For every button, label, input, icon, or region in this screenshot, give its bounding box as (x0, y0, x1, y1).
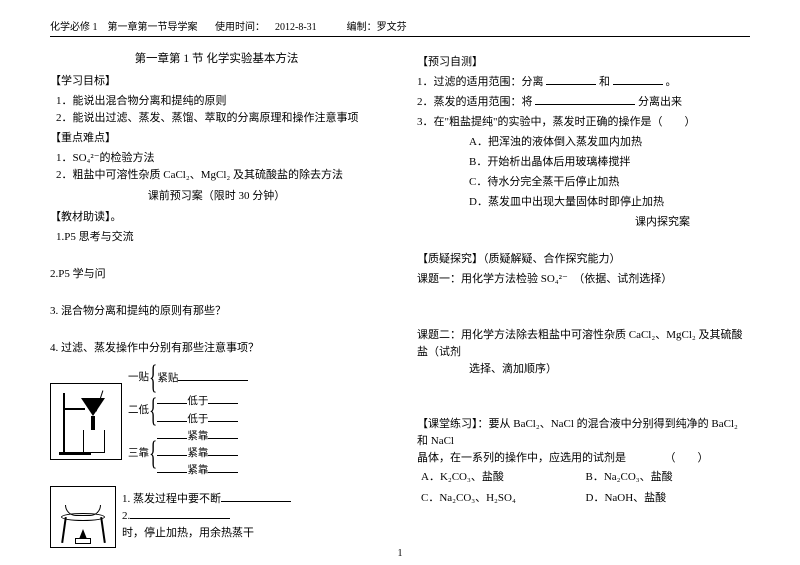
two-low-label: 二低 (128, 403, 149, 419)
topic-2a: 课题二：用化学方法除去粗盐中可溶性杂质 CaCl₂、MgCl₂ 及其硫酸盐（试剂 (417, 329, 742, 358)
ex-choice-b: B．Na₂CO₃、盐酸 (586, 469, 751, 486)
page-header: 化学必修 1 第一章第一节导学案 使用时间： 2012-8-31 编制：罗文芬 (50, 18, 750, 37)
q3-choice-b: B．开始析出晶体后用玻璃棒搅拌 (417, 154, 750, 171)
blank (221, 491, 291, 502)
close-to-2: 紧靠 (187, 448, 208, 459)
blank (208, 445, 238, 456)
blank (157, 411, 187, 422)
difficult-1: 1．SO₄²⁻的检验方法 (50, 150, 383, 167)
q1-b: 和 (599, 76, 610, 88)
columns: 第一章第 1 节 化学实验基本方法 【学习目标】 1．能说出混合物分离和提纯的原… (50, 51, 750, 548)
inclass-title: 课内探究案 (417, 214, 750, 231)
reading-1: 1.P5 思考与交流 (50, 229, 383, 246)
low-than-1: 低于 (187, 396, 208, 407)
topic-2: 课题二：用化学方法除去粗盐中可溶性杂质 CaCl₂、MgCl₂ 及其硫酸盐（试剂 (417, 327, 750, 361)
page: 化学必修 1 第一章第一节导学案 使用时间： 2012-8-31 编制：罗文芬 … (0, 0, 800, 565)
selftest-q2: 2．蒸发的适用范围：将 分离出来 (417, 94, 750, 111)
header-date: 2012-8-31 (275, 22, 317, 33)
left-column: 第一章第 1 节 化学实验基本方法 【学习目标】 1．能说出混合物分离和提纯的原… (50, 51, 383, 548)
blank (157, 393, 187, 404)
exercise-header: 【课堂练习】：要从 BaCl₂、NaCl 的混合液中分别得到纯净的 BaCl₂ … (417, 416, 750, 450)
evaporation-notes: 1. 蒸发过程中要不断 2. 时，停止加热，用余热蒸干 (122, 491, 291, 542)
topic-1: 课题一：用化学方法检验 SO₄²⁻ （依据、试剂选择） (417, 271, 750, 288)
right-column: 【预习自测】 1．过滤的适用范围：分离 和 。 2．蒸发的适用范围：将 分离出来… (417, 51, 750, 548)
ex-choice-a: A．K₂CO₃、盐酸 (421, 469, 586, 486)
difficult-2: 2．粗盐中可溶性杂质 CaCl₂、MgCl₂ 及其硫酸盐的除去方法 (50, 167, 383, 184)
reading-2: 2.P5 学与问 (50, 266, 383, 283)
exercise-choices: A．K₂CO₃、盐酸 B．Na₂CO₃、盐酸 C．Na₂CO₃、H₂SO₄ D．… (417, 467, 750, 509)
objective-2: 2．能说出过滤、蒸发、蒸馏、萃取的分离原理和操作注意事项 (50, 110, 383, 127)
difficult-header: 【重点难点】 (50, 130, 383, 147)
blank (613, 74, 663, 85)
blank (157, 428, 187, 439)
evaporation-apparatus-icon (50, 486, 116, 548)
evaporation-diagram-row: 1. 蒸发过程中要不断 2. 时，停止加热，用余热蒸干 (50, 486, 383, 548)
blank (208, 411, 238, 422)
question-3: 3. 混合物分离和提纯的原则有那些？ (50, 303, 383, 320)
blank (157, 445, 187, 456)
close-to-3: 紧靠 (187, 465, 208, 476)
q2-a: 2．蒸发的适用范围：将 (417, 96, 533, 108)
preclass-title: 课前预习案（限时 30 分钟） (50, 188, 383, 205)
page-number: 1 (0, 548, 800, 559)
header-mid: 使用时间： (215, 22, 265, 33)
selftest-q1: 1．过滤的适用范围：分离 和 。 (417, 74, 750, 91)
objectives-header: 【学习目标】 (50, 73, 383, 90)
one-tie-label: 一贴 (128, 370, 149, 386)
filter-diagram-row: 一贴 { 紧贴 二低 { 低于 低于 (50, 363, 383, 479)
blank (208, 462, 238, 473)
blank (130, 508, 230, 519)
blank (157, 462, 187, 473)
selftest-q3: 3．在"粗盐提纯"的实验中，蒸发时正确的操作是（ ） (417, 114, 750, 131)
ex-choice-d: D．NaOH、盐酸 (586, 490, 751, 507)
blank (178, 370, 248, 381)
header-right: 编制：罗文芬 (347, 22, 407, 33)
close-to-1: 紧靠 (187, 431, 208, 442)
low-than-2: 低于 (187, 414, 208, 425)
q1-c: 。 (666, 76, 677, 88)
three-close-label: 三靠 (128, 446, 149, 462)
ex-choice-c: C．Na₂CO₃、H₂SO₄ (421, 490, 586, 507)
blank (546, 74, 596, 85)
exercise-line2: 晶体，在一系列的操作中，应选用的试剂是 （ ） (417, 450, 750, 467)
q3-choice-d: D．蒸发皿中出现大量固体时即停止加热 (417, 194, 750, 211)
blank (208, 393, 238, 404)
topic-2b: 选择、滴加顺序） (417, 361, 750, 378)
q2-b: 分离出来 (638, 96, 682, 108)
q3-choice-c: C．待水分完全蒸干后停止加热 (417, 174, 750, 191)
header-left: 化学必修 1 第一章第一节导学案 (50, 22, 198, 33)
q1-a: 1．过滤的适用范围：分离 (417, 76, 544, 88)
q3-choice-a: A．把浑浊的液体倒入蒸发皿内加热 (417, 134, 750, 151)
chapter-title: 第一章第 1 节 化学实验基本方法 (50, 51, 383, 69)
question-4: 4. 过滤、蒸发操作中分别有那些注意事项？ (50, 340, 383, 357)
filter-apparatus-icon (50, 383, 122, 460)
blank (535, 94, 635, 105)
objective-1: 1．能说出混合物分离和提纯的原则 (50, 93, 383, 110)
evap-note-2-suffix: 时，停止加热，用余热蒸干 (122, 525, 291, 542)
filter-brace-group: 一贴 { 紧贴 二低 { 低于 低于 (128, 363, 248, 479)
inquiry-header: 【质疑探究】（质疑解疑、合作探究能力） (417, 251, 750, 268)
evap-note-2-prefix: 2. (122, 510, 130, 522)
tight-tie: 紧贴 (157, 373, 178, 384)
reading-header: 【教材助读】。 (50, 209, 383, 226)
selftest-header: 【预习自测】 (417, 54, 750, 71)
evap-note-1: 1. 蒸发过程中要不断 (122, 493, 221, 505)
blank (208, 428, 238, 439)
